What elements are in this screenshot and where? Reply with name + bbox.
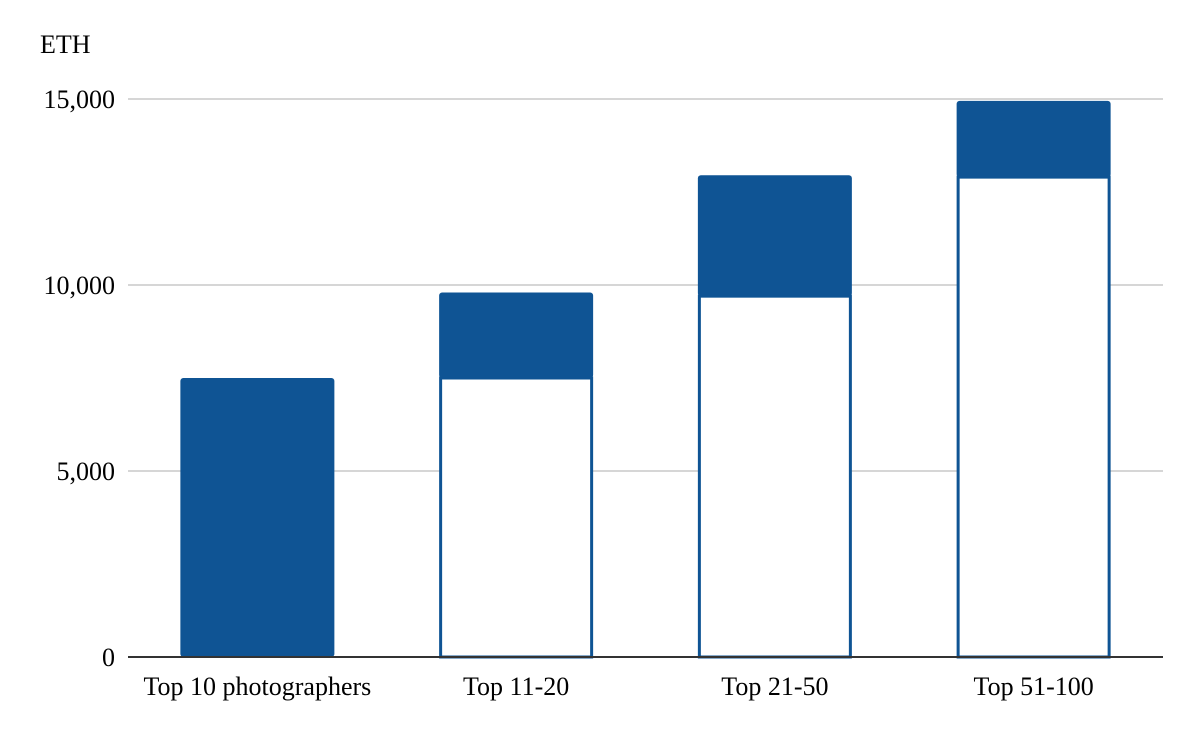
bar-base-outline: [439, 376, 594, 659]
bar-increment: [956, 100, 1111, 178]
bar-base-outline: [956, 175, 1111, 659]
y-tick-label: 0: [102, 643, 115, 672]
bar-base-outline: [697, 294, 852, 659]
x-tick-label: Top 11-20: [463, 672, 569, 701]
x-axis-ticks: Top 10 photographers Top 11-20 Top 21-50 To…: [143, 672, 1093, 701]
x-tick-label: Top 10 photographers: [143, 672, 371, 701]
y-unit-label: ETH: [40, 30, 91, 59]
bar-increment: [180, 378, 335, 657]
bar-increment: [697, 175, 852, 297]
x-tick-label: Top 21-50: [721, 672, 828, 701]
bar-increment: [439, 292, 594, 378]
x-tick-label: Top 51-100: [974, 672, 1094, 701]
y-tick-label: 5,000: [57, 457, 116, 486]
y-tick-label: 15,000: [44, 85, 116, 114]
bars: [180, 100, 1111, 659]
y-tick-label: 10,000: [44, 271, 116, 300]
y-axis-ticks: 0 5,000 10,000 15,000: [44, 85, 116, 672]
